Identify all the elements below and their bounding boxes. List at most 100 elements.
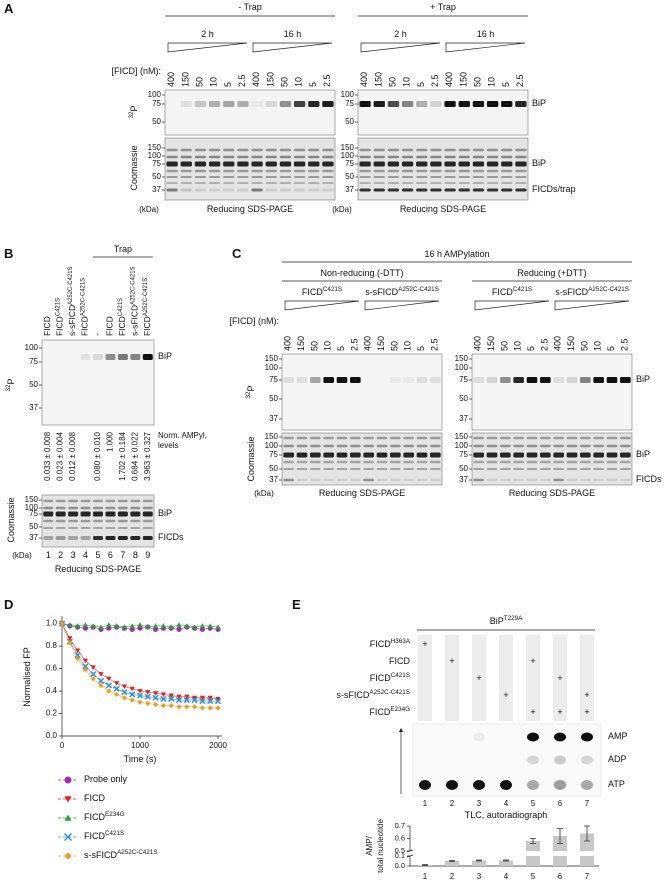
text-part: D xyxy=(4,597,13,612)
bar xyxy=(472,860,486,866)
gel-band xyxy=(606,377,618,383)
data-point xyxy=(192,695,198,701)
y-tick-label: 0.6 xyxy=(395,833,405,842)
gel-band xyxy=(237,148,249,152)
text-part: BiP xyxy=(532,158,546,168)
text-part: 0.2 xyxy=(46,709,58,718)
gel-band xyxy=(55,536,66,540)
concentration-label: 2.5 xyxy=(350,338,360,351)
text-part: 150 xyxy=(486,336,496,351)
concentration-label: 5 xyxy=(416,82,426,87)
text-part: 1.702 ± 0.184 xyxy=(118,431,127,480)
text-part: s-sFICD xyxy=(84,850,117,860)
legend-marker xyxy=(63,832,73,842)
lane-number: 2 xyxy=(450,799,455,808)
mw-label: 75 xyxy=(29,357,38,366)
gel-band xyxy=(526,478,538,482)
gel-band xyxy=(500,436,511,440)
gel-band xyxy=(580,460,591,464)
mw-label: 75 xyxy=(29,509,38,518)
gel-band xyxy=(43,527,54,529)
text-part: 2 h xyxy=(201,29,214,39)
text-part: Norm. AMPyl. xyxy=(158,431,207,440)
mw-label: 37 xyxy=(459,475,468,484)
gel-band xyxy=(296,377,308,383)
lane-stripe xyxy=(418,635,432,721)
data-point xyxy=(114,691,120,698)
legend-marker xyxy=(64,796,72,803)
text-part: Reducing SDS-PAGE xyxy=(207,204,293,214)
condition-label: FICD xyxy=(389,656,410,666)
mw-label: 50 xyxy=(269,464,278,473)
data-point xyxy=(137,688,143,694)
gel-band xyxy=(308,155,320,159)
gel-band xyxy=(580,377,591,383)
text-part: 5 xyxy=(501,82,511,87)
x-tick-label: 0 xyxy=(60,741,65,750)
gel-band xyxy=(237,169,249,173)
lane-number: 5 xyxy=(531,799,536,808)
tlc-spot xyxy=(554,755,566,765)
gel-band xyxy=(194,148,207,152)
text-part: 6 xyxy=(558,872,563,881)
dilution-wedge xyxy=(167,42,248,53)
gel-band xyxy=(486,148,499,152)
text-part: + Trap xyxy=(430,2,456,12)
gel-band xyxy=(105,536,116,540)
condition-mark: + xyxy=(530,707,535,717)
tlc-spot xyxy=(527,732,539,742)
data-point xyxy=(153,691,159,696)
gel-band xyxy=(501,101,513,107)
gel-band xyxy=(387,169,400,173)
data-point xyxy=(191,696,198,704)
panel-letter: E xyxy=(292,597,301,612)
gel xyxy=(281,353,443,431)
gel-band xyxy=(279,188,292,192)
gel-band xyxy=(416,155,428,159)
superscript: A252C-C421S xyxy=(130,267,136,305)
band-label: FICDs xyxy=(636,474,662,484)
gel-band xyxy=(80,536,91,540)
gel-band xyxy=(553,452,564,458)
gel-band xyxy=(486,452,498,458)
data-point xyxy=(192,624,198,630)
text-part: 50 xyxy=(195,77,205,87)
gel-band xyxy=(376,452,388,458)
gel-band xyxy=(251,148,263,152)
gel-band xyxy=(401,188,414,192)
gel-band xyxy=(130,499,141,503)
lane-number: 3 xyxy=(71,550,76,560)
gel-band xyxy=(322,169,334,173)
gel-band xyxy=(501,155,513,159)
band-label: FICDs xyxy=(158,532,184,542)
dilution-wedge xyxy=(364,300,440,311)
gel-band xyxy=(566,444,578,448)
concentration-label: 400 xyxy=(359,72,369,87)
text-part: 2 xyxy=(450,872,455,881)
gel-band xyxy=(308,101,320,107)
data-point xyxy=(153,623,159,628)
text-part: 150 xyxy=(265,432,279,441)
legend-label: Probe only xyxy=(84,774,128,784)
gel-band xyxy=(251,188,263,192)
levels-label: Norm. AMPyl. xyxy=(158,431,207,440)
gel-band xyxy=(458,148,470,152)
autoradiograph-label: 32P xyxy=(128,105,139,118)
legend-label: FICDC421S xyxy=(84,830,124,841)
gel-band xyxy=(473,452,484,458)
gel-band xyxy=(223,101,235,107)
lane-label: FICDC421S xyxy=(117,298,127,336)
mw-label: 100 xyxy=(265,363,279,372)
data-point xyxy=(168,693,174,699)
text-part: 75 xyxy=(269,450,278,459)
text-part: 75 xyxy=(459,375,468,384)
data-point xyxy=(121,684,127,690)
text-part: 50 xyxy=(500,341,510,351)
gel-band xyxy=(166,188,178,192)
gel-band xyxy=(620,436,631,440)
text-part: ADP xyxy=(608,754,627,764)
x-tick-label: 1000 xyxy=(131,741,149,750)
gel-band xyxy=(473,460,484,464)
gel-caption: Reducing SDS-PAGE xyxy=(400,204,486,214)
gel-band xyxy=(401,169,414,173)
